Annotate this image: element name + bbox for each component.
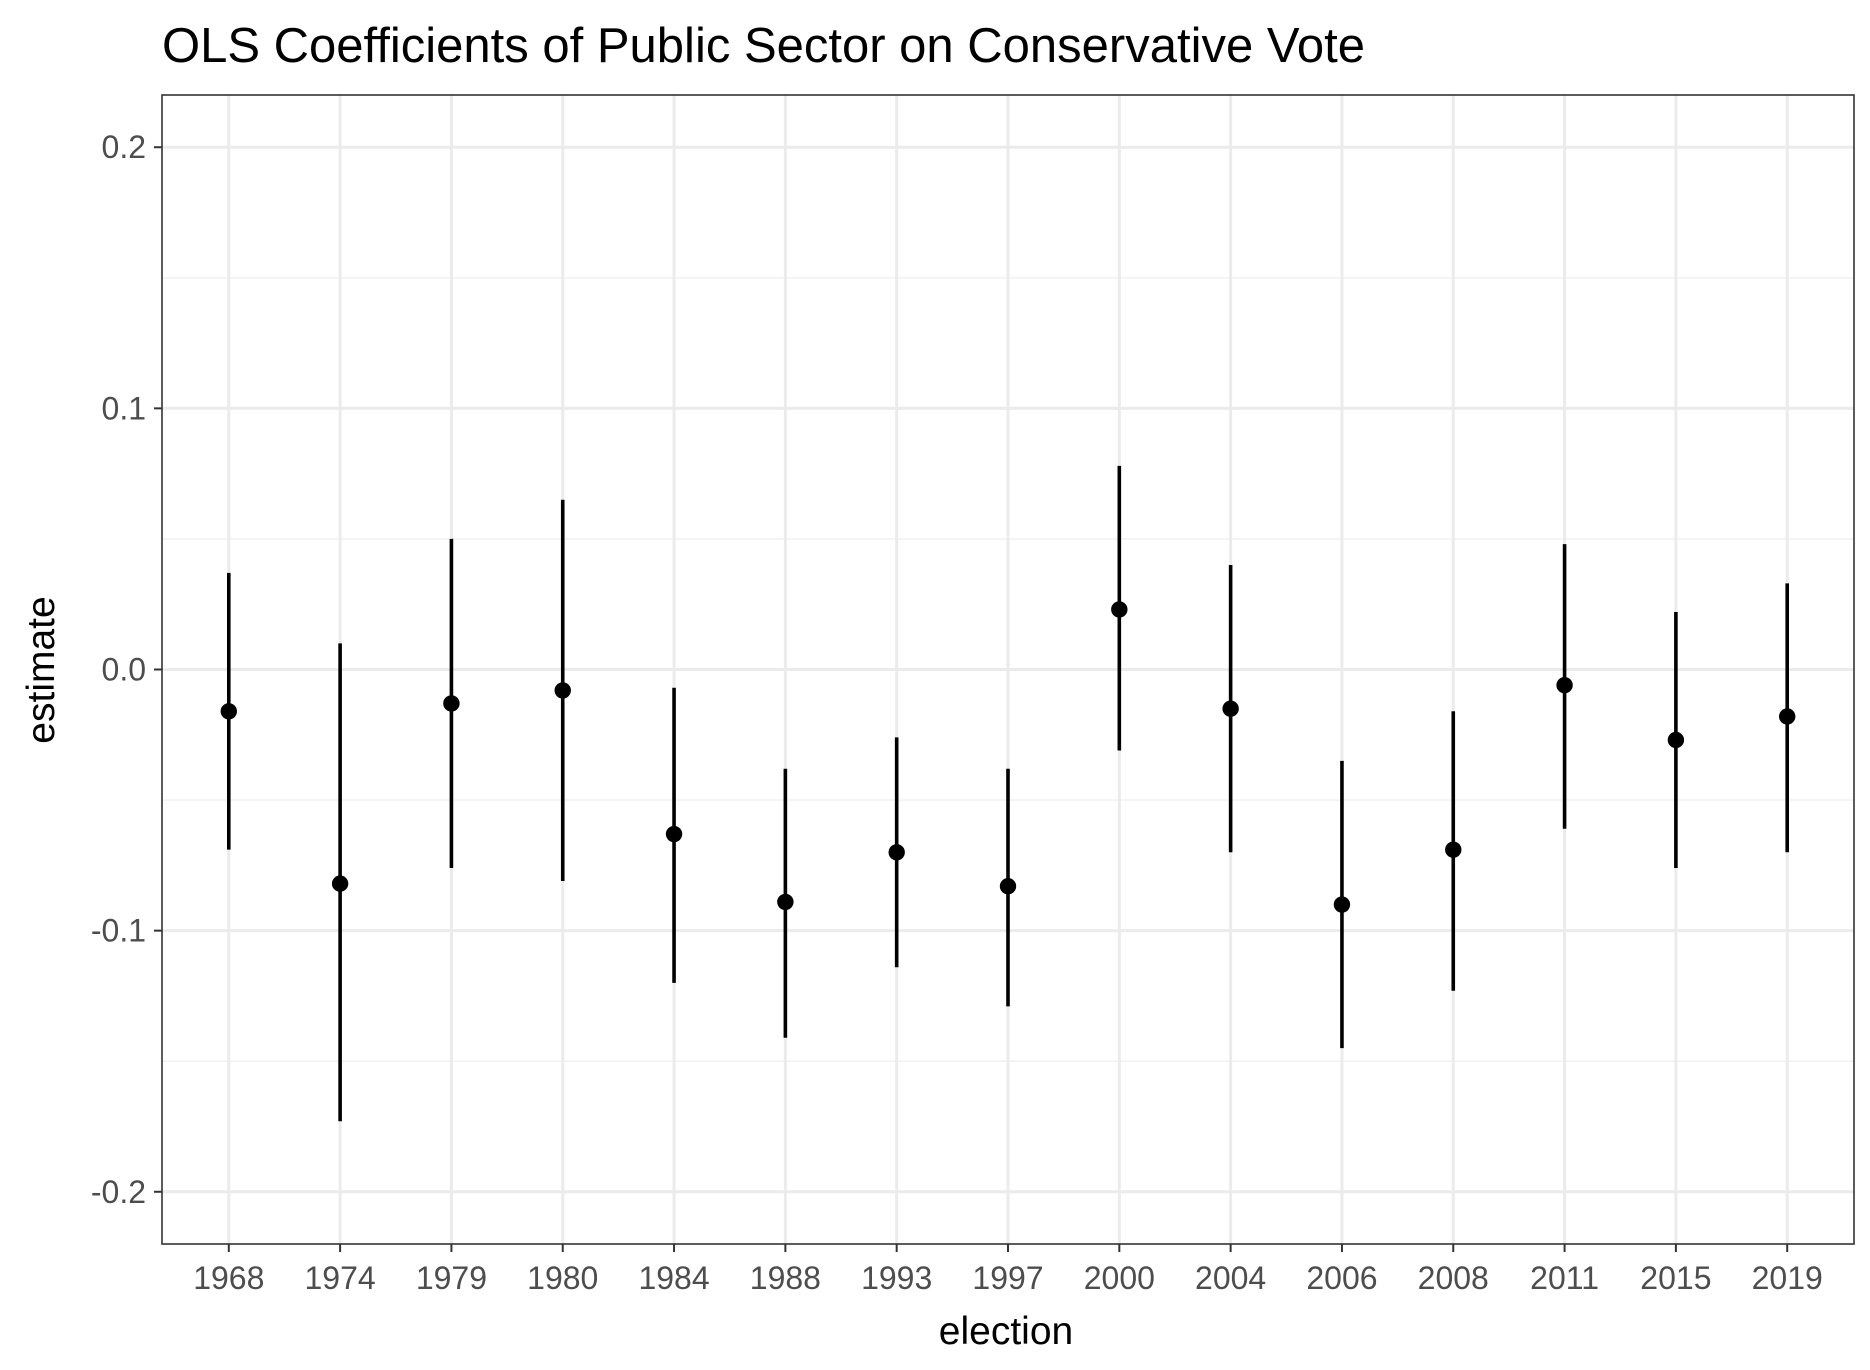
x-tick-label: 2011 (1530, 1260, 1599, 1296)
x-axis-title: election (939, 1310, 1073, 1353)
y-tick-label: 0.1 (102, 390, 146, 426)
data-point (1111, 601, 1128, 618)
data-point (665, 825, 683, 843)
panel-grid (162, 95, 1854, 1244)
x-tick-label: 1974 (305, 1260, 376, 1296)
x-tick-label: 1988 (750, 1260, 821, 1296)
x-tick-label: 2000 (1084, 1260, 1155, 1296)
data-point (1222, 700, 1239, 717)
data-point (1556, 676, 1573, 694)
x-tick-label: 2015 (1640, 1260, 1711, 1296)
x-tick-label: 1997 (972, 1260, 1043, 1296)
data-point (1779, 708, 1796, 725)
data-point (554, 682, 571, 699)
data-point (888, 844, 905, 861)
series-public-sector (220, 465, 1796, 1122)
x-tick-label: 1984 (638, 1260, 709, 1296)
data-point (220, 703, 237, 720)
x-tick-label: 1993 (861, 1260, 932, 1296)
x-tick-label: 1979 (416, 1260, 487, 1296)
y-axis-title: estimate (20, 596, 63, 743)
chart-title: OLS Coefficients of Public Sector on Con… (162, 19, 1365, 73)
x-tick-label: 2008 (1418, 1260, 1489, 1296)
data-point (443, 695, 460, 712)
data-point (1333, 896, 1351, 913)
y-tick-label: -0.2 (91, 1174, 146, 1210)
data-point (331, 875, 349, 892)
x-tick-label: 2004 (1195, 1260, 1266, 1296)
x-tick-label: 2006 (1306, 1260, 1377, 1296)
x-tick-label: 2019 (1752, 1260, 1823, 1296)
y-tick-label: -0.1 (91, 913, 146, 949)
data-point (777, 893, 794, 911)
x-axis: 1968 1974 1979 1980 1984 1988 1993 1997 2000 2004… (193, 1244, 1823, 1296)
x-tick-label: 1980 (527, 1260, 598, 1296)
x-tick-label: 1968 (193, 1260, 264, 1296)
y-tick-label: 0.2 (102, 129, 146, 165)
y-tick-label: 0.0 (102, 652, 146, 688)
data-point (999, 878, 1017, 895)
y-axis: -0.2 -0.1 0.0 0.1 0.2 (91, 129, 162, 1210)
data-point (1667, 731, 1685, 749)
data-point (1445, 841, 1462, 858)
